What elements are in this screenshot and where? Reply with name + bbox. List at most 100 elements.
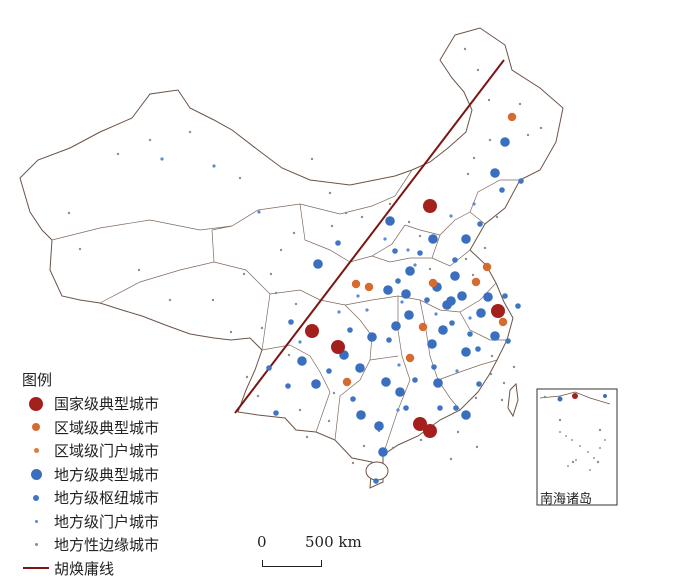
city-point-national [491, 304, 505, 318]
city-point-local-typical [297, 356, 307, 366]
city-point-local-typical [311, 379, 321, 389]
city-point-local-edge [230, 331, 232, 333]
legend-item-local-gateway: 地方级门户城市 [22, 510, 232, 534]
city-point-local-typical [427, 339, 437, 349]
city-point-local-edge [280, 249, 282, 251]
city-point-local-edge [484, 247, 486, 249]
city-point-local-gateway [160, 157, 163, 160]
legend-label: 地方级门户城市 [54, 511, 159, 532]
city-point-local-edge [490, 373, 492, 375]
city-point-local-hub [515, 303, 521, 309]
city-point-local-typical [461, 347, 471, 357]
city-point-local-edge [501, 399, 503, 401]
city-point-local-typical [313, 259, 323, 269]
legend-title: 图例 [22, 368, 232, 392]
city-point-local-hub [395, 278, 401, 284]
city-point-local-typical [446, 296, 456, 306]
city-point-local-edge [270, 273, 272, 275]
city-point-local-gateway [449, 214, 452, 217]
city-point-local-typical [438, 325, 448, 335]
city-point-local-edge [389, 203, 391, 205]
city-point-local-edge [464, 48, 466, 50]
city-point-local-hub [350, 396, 356, 402]
city-point-local-edge [408, 221, 410, 223]
city-point-local-edge [189, 131, 191, 133]
city-point-local-hub [476, 381, 482, 387]
city-point-local-edge [457, 431, 459, 433]
city-point-local-gateway [396, 408, 399, 411]
legend-item-hu-line: 胡焕庸线 [22, 557, 232, 580]
legend-label: 胡焕庸线 [54, 558, 114, 579]
scale-distance-label: 500 km [305, 533, 362, 551]
city-point-local-edge [473, 157, 475, 159]
city-point-local-typical [450, 271, 460, 281]
hu-line-swatch [23, 567, 49, 569]
city-point-local-edge [293, 232, 295, 234]
city-point-regional-typical [472, 278, 480, 286]
city-point-local-gateway [406, 248, 409, 251]
city-point-local-edge [363, 445, 365, 447]
city-point-local-edge [559, 419, 561, 421]
city-point-local-typical [461, 234, 471, 244]
city-point-local-edge [246, 376, 248, 378]
city-point-local-edge [239, 177, 241, 179]
city-point-local-hub [502, 293, 508, 299]
city-point-local-hub [424, 297, 430, 303]
city-point-local-edge [392, 447, 394, 449]
city-point-national [423, 424, 437, 438]
city-point-local-hub [499, 187, 505, 193]
city-point-local-edge [429, 268, 431, 270]
city-point-local-gateway [434, 312, 437, 315]
city-point-local-hub [335, 240, 341, 246]
legend-label: 区域级典型城市 [54, 417, 159, 438]
city-point-local-typical [490, 331, 500, 341]
city-point-local-typical [433, 378, 443, 388]
city-point-national [423, 199, 437, 213]
legend-item-local-typical: 地方级典型城市 [22, 463, 232, 487]
city-point-local-edge [544, 396, 546, 398]
hainan-island [366, 462, 388, 480]
city-point-local-edge [491, 355, 493, 357]
city-point-local-hub [437, 405, 443, 411]
inset-city-local [603, 394, 607, 398]
city-point-local-hub [392, 248, 398, 254]
city-point-regional-typical [429, 279, 437, 287]
legend-label: 地方性边缘城市 [54, 534, 159, 555]
city-point-local-typical [356, 410, 366, 420]
city-point-local-edge [117, 153, 119, 155]
city-point-local-edge [465, 258, 467, 260]
city-point-local-hub [475, 346, 481, 352]
city-point-local-edge [496, 216, 498, 218]
legend-item-local-hub: 地方级枢纽城市 [22, 486, 232, 510]
city-point-regional-typical [419, 323, 427, 331]
city-point-local-typical [374, 421, 384, 431]
city-point-local-edge [475, 397, 477, 399]
city-point-local-edge [599, 429, 601, 431]
legend-item-regional-typical: 区域级典型城市 [22, 416, 232, 440]
legend-item-regional-gateway: 区域级门户城市 [22, 439, 232, 463]
city-point-local-gateway [397, 363, 400, 366]
city-point-local-hub [518, 178, 524, 184]
city-point-local-hub [452, 257, 458, 263]
city-point-local-gateway [413, 263, 416, 266]
city-point-local-gateway [472, 202, 475, 205]
city-point-local-typical [457, 291, 467, 301]
city-point-local-edge [450, 458, 452, 460]
city-point-local-edge [257, 395, 259, 397]
city-point-local-edge [467, 173, 469, 175]
legend-symbol [35, 543, 38, 546]
city-point-local-edge [212, 299, 214, 301]
city-point-local-hub [347, 327, 353, 333]
city-point-local-hub [373, 478, 379, 484]
city-point-local-gateway [383, 237, 386, 240]
city-point-local-edge [331, 225, 333, 227]
city-point-local-typical [490, 168, 500, 178]
city-point-regional-typical [499, 318, 507, 326]
city-point-local-edge [419, 235, 421, 237]
city-point-local-gateway [257, 210, 260, 213]
city-point-local-typical [381, 377, 391, 387]
city-point-local-hub [386, 337, 392, 343]
city-point-local-typical [500, 137, 510, 147]
city-point-local-edge [597, 461, 599, 463]
city-point-national [331, 340, 345, 354]
